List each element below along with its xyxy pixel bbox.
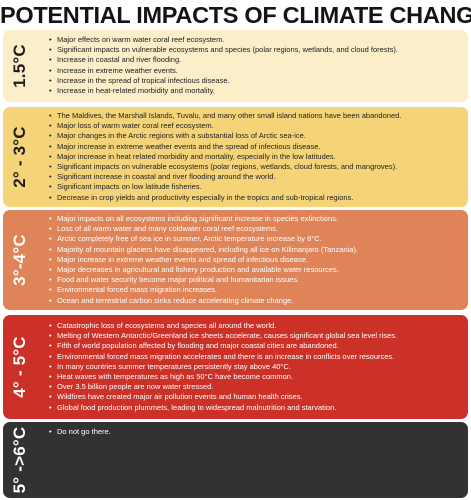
band-label: 4° - 5°C: [10, 336, 29, 398]
list-item: Increase in the spread of tropical infec…: [49, 76, 466, 86]
list-item: Major impacts on all ecosystems includin…: [49, 214, 466, 224]
band-label: 1.5°C: [10, 44, 29, 88]
list-item: Decrease in crop yields and productivity…: [49, 193, 466, 203]
list-item: The Maldives, the Marshall Islands, Tuva…: [49, 111, 466, 121]
band-label: 3°-4°C: [10, 234, 29, 286]
list-item: Major changes in the Arctic regions with…: [49, 131, 466, 141]
list-item: Melting of Western Antarctic/Greenland i…: [49, 331, 466, 341]
band-label-container: 3°-4°C: [3, 210, 37, 310]
list-item: Over 3.5 billion people are now water st…: [49, 382, 466, 392]
band-4-5c: 4° - 5°C Catastrophic loss of ecosystems…: [3, 315, 468, 419]
list-item: Environmental forced mass migration acce…: [49, 352, 466, 362]
band-3-4c: 3°-4°C Major impacts on all ecosystems i…: [3, 210, 468, 310]
list-item: Increase in heat-related morbidity and m…: [49, 86, 466, 96]
list-item: Loss of all warm water and many coldwate…: [49, 224, 466, 234]
impact-list: Major impacts on all ecosystems includin…: [49, 214, 466, 306]
list-item: Increase in extreme weather events.: [49, 66, 466, 76]
band-label-container: 2° - 3°C: [3, 107, 37, 207]
band-5-6c: 5° ->6°C Do not go there.: [3, 422, 468, 498]
band-2-3c: 2° - 3°C The Maldives, the Marshall Isla…: [3, 107, 468, 207]
list-item: Do not go there.: [49, 427, 466, 437]
list-item: Significant impacts on vulnerable ecosys…: [49, 162, 466, 172]
list-item: Arctic completely free of sea ice in sum…: [49, 234, 466, 244]
list-item: Majority of mountain glaciers have disap…: [49, 245, 466, 255]
list-item: Major increase in extreme weather events…: [49, 142, 466, 152]
band-label: 2° - 3°C: [10, 126, 29, 188]
list-item: Catastrophic loss of ecosystems and spec…: [49, 321, 466, 331]
band-label-container: 5° ->6°C: [3, 422, 37, 498]
impact-list: The Maldives, the Marshall Islands, Tuva…: [49, 111, 466, 203]
list-item: Significant increase in coastal and rive…: [49, 172, 466, 182]
band-label-container: 4° - 5°C: [3, 315, 37, 419]
list-item: Major effects on warm water coral reef e…: [49, 35, 466, 45]
list-item: Heat waves with temperatures as high as …: [49, 372, 466, 382]
impact-list: Major effects on warm water coral reef e…: [49, 35, 466, 96]
list-item: Wildfires have created major air polluti…: [49, 392, 466, 402]
impact-list: Catastrophic loss of ecosystems and spec…: [49, 321, 466, 413]
list-item: In many countries summer temperatures pe…: [49, 362, 466, 372]
list-item: Environmental forced mass migration incr…: [49, 285, 466, 295]
list-item: Food and water security become major pol…: [49, 275, 466, 285]
list-item: Ocean and terrestrial carbon sinks reduc…: [49, 296, 466, 306]
list-item: Increase in coastal and river flooding.: [49, 55, 466, 65]
list-item: Major decreases in agricultural and fish…: [49, 265, 466, 275]
list-item: Significant impacts on vulnerable ecosys…: [49, 45, 466, 55]
list-item: Major increase in extreme weather events…: [49, 255, 466, 265]
list-item: Major increase in heat related morbidity…: [49, 152, 466, 162]
page-title: POTENTIAL IMPACTS OF CLIMATE CHANGE: [0, 2, 471, 28]
band-1-5c: 1.5°C Major effects on warm water coral …: [3, 30, 468, 102]
list-item: Significant impacts on low latitude fish…: [49, 182, 466, 192]
impact-list: Do not go there.: [49, 427, 466, 437]
list-item: Fifth of world population affected by fl…: [49, 341, 466, 351]
band-label-container: 1.5°C: [3, 30, 37, 102]
list-item: Global food production plummets, leading…: [49, 403, 466, 413]
list-item: Major loss of warm water coral reef ecos…: [49, 121, 466, 131]
band-label: 5° ->6°C: [10, 426, 29, 494]
